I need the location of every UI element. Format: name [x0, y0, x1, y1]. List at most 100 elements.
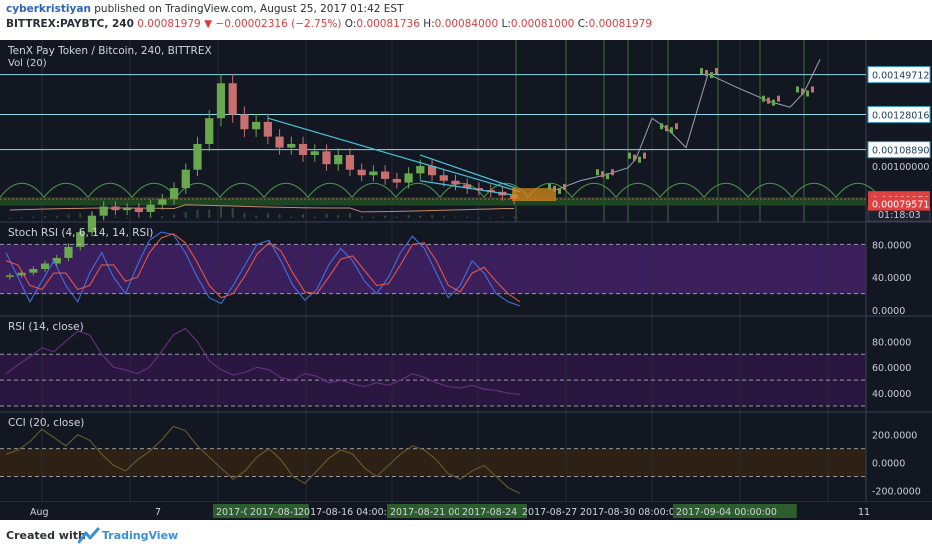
projected-candle	[596, 169, 599, 176]
price-level-box	[867, 66, 931, 84]
volume-bar	[513, 216, 516, 218]
candle	[111, 206, 120, 211]
time-tick-label: Aug	[30, 507, 49, 518]
candle	[322, 151, 331, 165]
volume-bar	[466, 216, 469, 218]
volume-bar	[290, 216, 293, 218]
projected-candle	[558, 187, 561, 194]
volume-bar	[8, 218, 11, 219]
cycle-arc	[307, 182, 353, 198]
cycle-arc	[703, 182, 749, 198]
candle	[17, 272, 26, 276]
symbol-label: BITTREX:PAYBTC, 240	[6, 18, 134, 30]
candle	[134, 208, 143, 212]
cci-tick-label: 0.0000	[872, 459, 905, 470]
cycle-arc	[219, 182, 265, 198]
countdown-label: 01:18:03	[878, 210, 921, 221]
candle	[99, 206, 108, 216]
cycle-arc	[791, 182, 837, 198]
candle	[29, 269, 38, 273]
price-level-label: 0.00128016	[872, 110, 929, 121]
tradingview-brand[interactable]: TradingView	[102, 529, 179, 542]
volume-bar	[266, 213, 269, 218]
chart-title: TenX Pay Token / Bitcoin, 240, BITTREX	[7, 45, 212, 57]
projected-candle	[643, 152, 646, 159]
time-tick-label: 2017-08-24	[462, 507, 517, 518]
time-tick-label: 11	[858, 507, 870, 518]
projected-candle	[548, 183, 551, 190]
author-link[interactable]: cyberkristiyan	[6, 3, 91, 15]
volume-bar	[196, 209, 199, 218]
projected-candle	[638, 156, 641, 163]
candle	[5, 275, 14, 277]
chart-header: cyberkristiyan published on TradingView.…	[0, 0, 932, 40]
projected-candle	[777, 95, 780, 102]
cci-tick-label: 200.0000	[872, 431, 917, 442]
cycle-arc	[87, 182, 133, 198]
down-arrow-icon: ▼	[204, 18, 213, 30]
candle	[193, 143, 202, 170]
stoch-series-line	[5, 233, 521, 303]
candle	[64, 246, 73, 258]
projected-candle	[563, 183, 566, 190]
volume-bar	[126, 217, 129, 219]
candle	[451, 180, 460, 185]
projected-candle	[665, 125, 668, 132]
volume-bar	[454, 216, 457, 218]
time-highlight-box	[213, 504, 257, 518]
rsi-tick-label: 80.0000	[872, 337, 911, 348]
projected-candle	[670, 127, 673, 134]
candle	[146, 204, 155, 212]
footer: Created with TradingView	[0, 524, 932, 550]
projected-candle	[611, 169, 614, 176]
volume-bar	[184, 212, 187, 218]
cycle-arc	[351, 182, 397, 198]
candle	[252, 121, 261, 130]
candle	[369, 171, 378, 176]
volume-bar	[407, 215, 410, 218]
cycle-arc	[747, 182, 793, 198]
resistance-trendline	[267, 117, 521, 193]
projected-candle	[553, 185, 556, 192]
volume-bar	[32, 216, 35, 218]
price-change: −0.00002316 (−2.75%)	[215, 18, 342, 30]
volume-bar	[325, 213, 328, 218]
price-tick-label: 0.00100000	[872, 162, 929, 173]
time-highlight-box	[459, 504, 527, 518]
candle	[123, 208, 132, 211]
chart-svg[interactable]: 0.00149712 0.00128016 0.00108890 0.00100000…	[0, 40, 932, 520]
candle	[228, 83, 237, 115]
candle	[76, 232, 85, 247]
projected-candle	[633, 154, 636, 161]
time-tick-label: 2017-08-16 04:00:00	[298, 507, 399, 518]
published-text: published on TradingView.com, August 25,…	[94, 3, 404, 15]
time-tick-label: 7	[155, 507, 161, 518]
projected-candle	[700, 68, 703, 75]
volume-bar	[337, 215, 340, 218]
price-level-box	[867, 105, 931, 123]
volume-bar	[501, 216, 504, 218]
projected-candle	[710, 72, 713, 79]
volume-bar	[384, 215, 387, 218]
resistance-trendline	[419, 154, 517, 189]
stoch-title: Stoch RSI (4, 6, 14, 14, RSI)	[8, 227, 153, 239]
volume-bar	[348, 213, 351, 218]
candle	[463, 184, 472, 189]
candle	[404, 173, 413, 183]
chart-area[interactable]: 0.00149712 0.00128016 0.00108890 0.00100000…	[0, 40, 932, 520]
time-tick-label: 2017-0	[216, 507, 250, 518]
cci-band	[0, 448, 866, 477]
low-value: 0.00081000	[510, 18, 575, 30]
candle	[474, 188, 484, 190]
cycle-arc	[659, 182, 705, 198]
high-label: H:	[423, 18, 435, 30]
volume-bar	[419, 215, 422, 218]
volume-bar	[67, 214, 70, 218]
volume-bar	[114, 216, 117, 218]
publish-line: cyberkristiyan published on TradingView.…	[6, 3, 404, 15]
cycle-arc	[175, 182, 221, 198]
candle	[40, 263, 50, 270]
stoch-band	[0, 244, 866, 294]
cci-tick-label: -200.0000	[872, 486, 921, 497]
volume-bar	[395, 216, 398, 218]
